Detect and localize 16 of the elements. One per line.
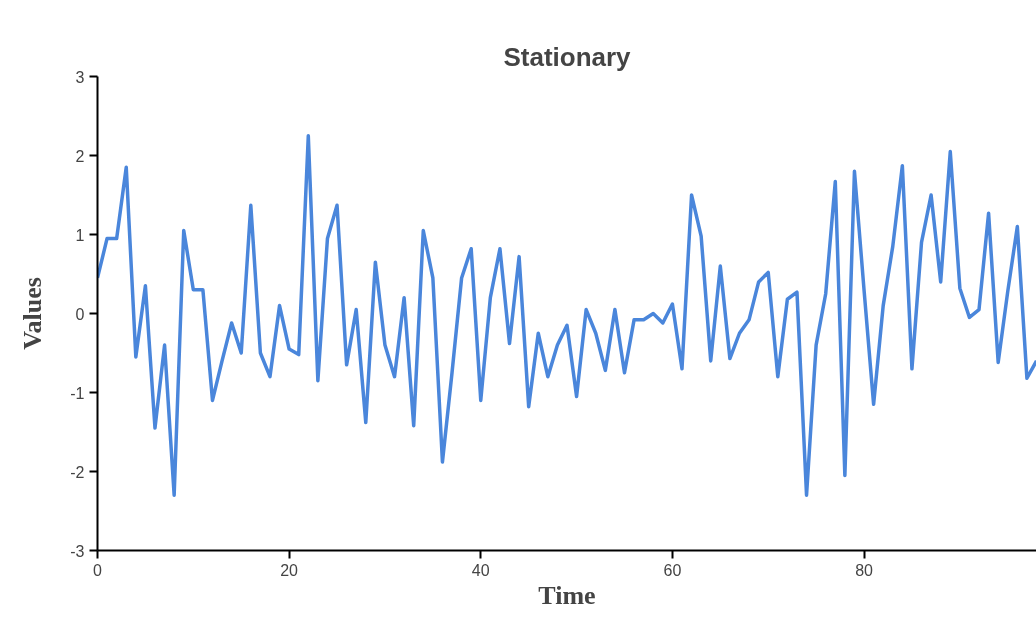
y-tick-label: 1 <box>75 226 85 244</box>
y-tick-label: 3 <box>75 68 85 86</box>
x-tick-label: 20 <box>280 561 299 579</box>
x-tick-label: 40 <box>471 561 490 579</box>
y-tick-label: 0 <box>75 305 85 323</box>
x-tick-label: 60 <box>663 561 682 579</box>
y-tick-label: -2 <box>70 463 85 481</box>
line-series <box>97 134 1036 497</box>
x-axis-title: Time <box>538 580 596 610</box>
chart-title: Stationary <box>503 41 632 72</box>
y-tick-label: -1 <box>70 384 85 402</box>
x-tick-label: 0 <box>93 561 103 579</box>
y-tick-label: -3 <box>70 542 85 560</box>
x-tick-label: 80 <box>855 561 874 579</box>
y-tick-label: 2 <box>75 147 85 165</box>
y-axis-title: Values <box>18 277 48 350</box>
